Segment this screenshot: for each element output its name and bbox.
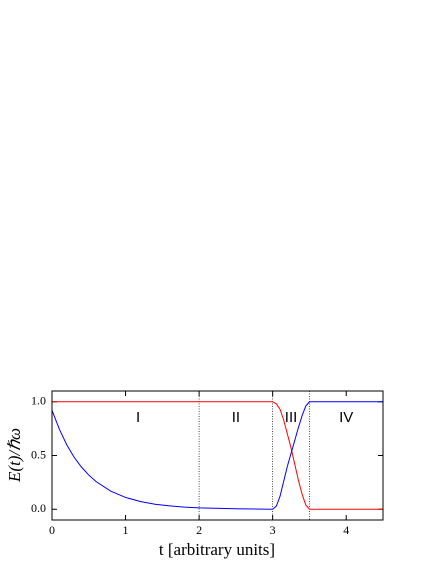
y-axis-label: E(t)/ℏω — [5, 428, 24, 483]
x-tick-label: 3 — [270, 523, 276, 537]
series-line — [52, 401, 383, 510]
region-label: I — [136, 409, 140, 426]
region-label: II — [232, 409, 240, 426]
x-tick-label: 0 — [49, 523, 55, 537]
region-label: IV — [339, 409, 353, 426]
region-label: III — [285, 409, 298, 426]
y-tick-label: 0.0 — [31, 501, 46, 515]
plot-frame — [51, 390, 384, 521]
series-line — [51, 401, 383, 510]
x-tick-label: 4 — [343, 523, 349, 537]
y-tick-label: 1.0 — [31, 394, 46, 408]
x-axis-label: t [arbitrary units] — [159, 540, 275, 559]
y-tick-label: 0.5 — [31, 447, 46, 461]
x-tick-label: 1 — [123, 523, 129, 537]
x-tick-label: 2 — [196, 523, 202, 537]
